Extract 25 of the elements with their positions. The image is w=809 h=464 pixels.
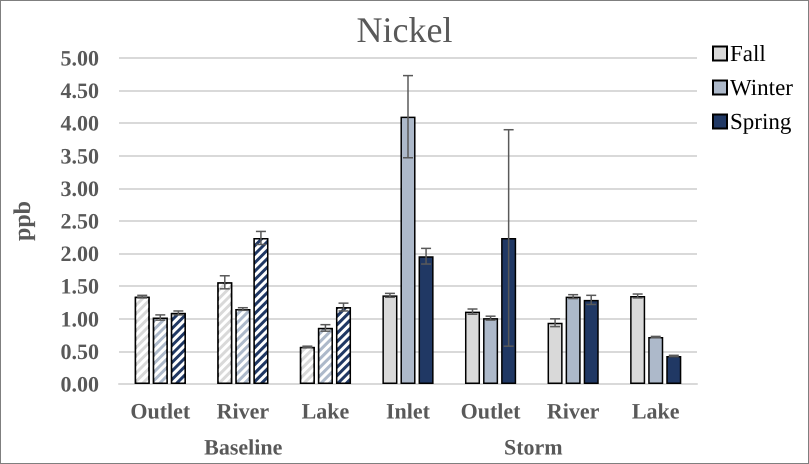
x-tick-label: Lake — [632, 398, 680, 424]
x-tick-label: Outlet — [130, 398, 191, 424]
y-tick-label: 0.00 — [60, 372, 99, 396]
y-tick-label: 5.00 — [60, 46, 99, 70]
x-tick-label: River — [546, 398, 600, 424]
x-tick-label: Outlet — [460, 398, 522, 424]
text: Baseline — [204, 434, 283, 460]
legend-label: Winter — [730, 75, 794, 100]
y-tick-label: 0.50 — [60, 338, 99, 364]
legend-label: Spring — [730, 109, 792, 134]
y-tick-label: 2.00 — [60, 241, 99, 266]
x-tick-label: Lake — [302, 398, 350, 424]
x-tick-label: River — [216, 398, 270, 424]
x-tick-label: Inlet — [386, 398, 431, 424]
y-tick-label: 1.50 — [60, 274, 99, 299]
y-tick-label: 4.50 — [60, 78, 99, 104]
legend-label: Fall — [730, 41, 766, 66]
text: Storm — [504, 434, 563, 460]
y-tick-label: 4.00 — [60, 110, 99, 136]
y-tick-label: 3.00 — [60, 176, 99, 201]
chart-title: Nickel — [356, 10, 452, 50]
y-tick-label: 1.00 — [60, 306, 99, 332]
y-axis-title: ppb — [10, 200, 36, 242]
y-tick-label: 2.50 — [60, 208, 99, 234]
y-tick-label: 3.50 — [60, 143, 99, 168]
